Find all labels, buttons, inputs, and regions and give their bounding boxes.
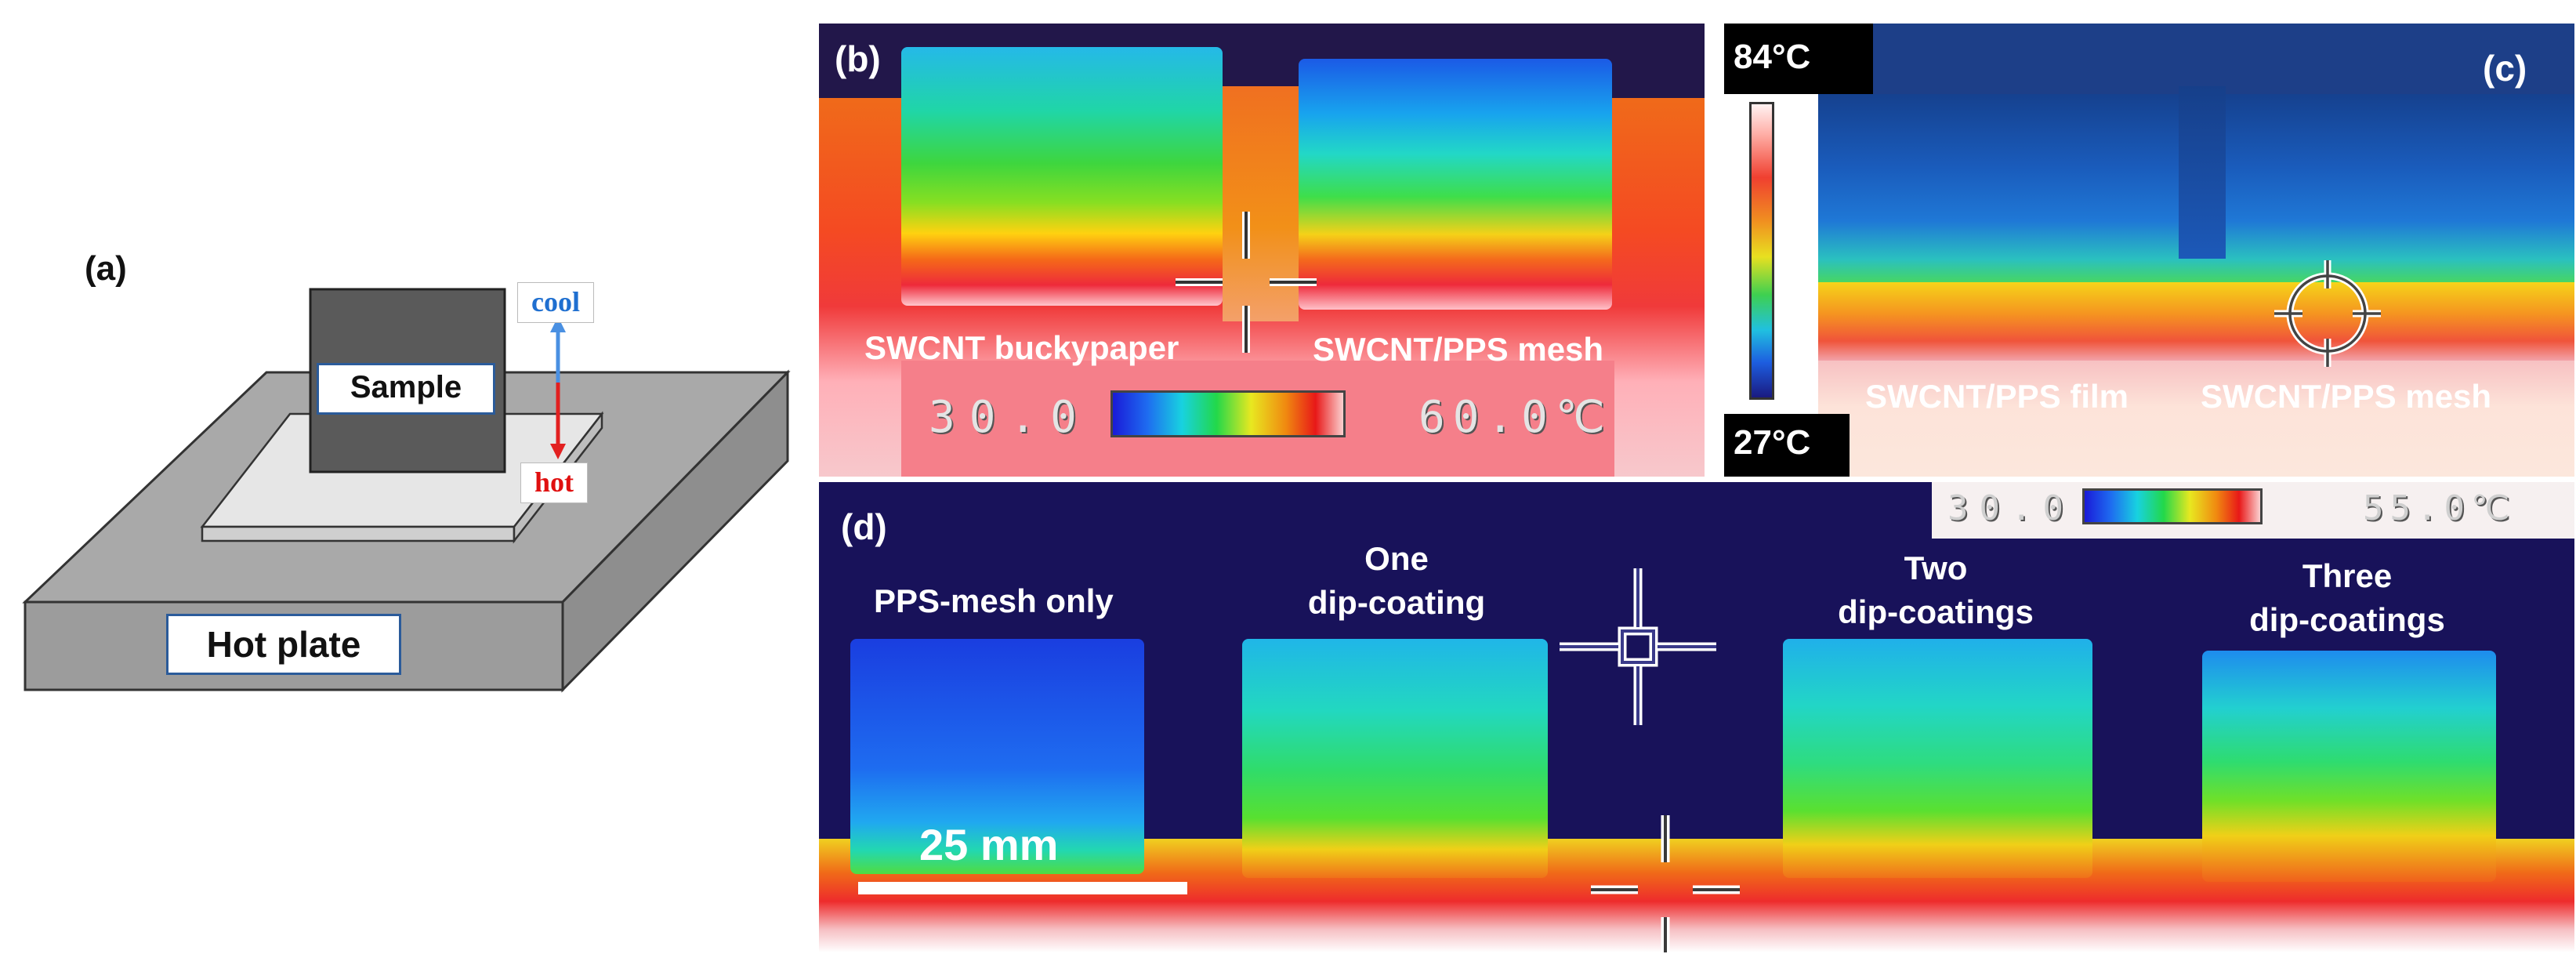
hot-plate-schematic bbox=[22, 288, 791, 693]
scale-bar-label: 25 mm bbox=[919, 820, 1059, 869]
hot-plate-label-box bbox=[166, 614, 401, 675]
panel-a-label: (a) bbox=[85, 249, 127, 288]
sample-pps-only bbox=[850, 639, 1144, 874]
panel-d-color-scale bbox=[2082, 488, 2263, 524]
hot-label-box bbox=[520, 462, 588, 503]
panel-b-color-scale bbox=[1110, 390, 1346, 437]
bottom-band bbox=[1818, 361, 2574, 477]
cool-label: cool bbox=[531, 286, 580, 317]
sample-three-dip bbox=[2202, 651, 2496, 882]
panel-a: (a) Sample Hot plate cool hot bbox=[0, 0, 815, 954]
hot-plate-side bbox=[561, 369, 789, 693]
temp-max-label: 84°C bbox=[1734, 38, 1811, 76]
temp-min-label: 27°C bbox=[1734, 423, 1811, 462]
panel-d: 30.0 55.0℃ (d) PPS-mesh only One dip-coa… bbox=[819, 482, 2574, 952]
sample-label-box bbox=[317, 363, 495, 415]
mesh-label: SWCNT/PPS mesh bbox=[1313, 331, 1604, 368]
panel-b-scale-min: 30.0 bbox=[929, 392, 1091, 443]
hot-plate-label: Hot plate bbox=[206, 624, 361, 665]
film-label: SWCNT/PPS film bbox=[1865, 378, 2129, 415]
label-three-dip: Three dip-coatings bbox=[2249, 557, 2445, 638]
panel-b-scale-max: 60.0℃ bbox=[1418, 392, 1613, 443]
sample-one-dip bbox=[1242, 639, 1548, 878]
hot-band bbox=[1818, 282, 2574, 361]
temp-max-box bbox=[1724, 24, 1873, 94]
label-one-dip: One dip-coating bbox=[1307, 540, 1486, 621]
crosshair-icon bbox=[1176, 212, 1317, 353]
buckypaper-sample bbox=[901, 47, 1223, 306]
panel-b-label: (b) bbox=[835, 38, 881, 79]
temp-scale-bar bbox=[1749, 102, 1774, 400]
mesh-sample bbox=[1299, 59, 1612, 310]
hot-label: hot bbox=[534, 466, 574, 498]
scale-bar bbox=[858, 882, 1187, 894]
panel-d-scale-min: 30.0 bbox=[1947, 488, 2074, 528]
label-two-dip: Two dip-coatings bbox=[1838, 550, 2034, 630]
panel-d-scale-max: 55.0℃ bbox=[2363, 488, 2516, 528]
panel-b: 30.0 60.0℃ (b) SWCNT buckypaper SWCNT/PP… bbox=[819, 24, 1705, 477]
panel-c-label: (c) bbox=[2483, 48, 2527, 89]
crosshair-icon-d-lower bbox=[1591, 815, 1740, 952]
label-pps-only: PPS-mesh only bbox=[874, 582, 1114, 619]
mesh-label-c: SWCNT/PPS mesh bbox=[2201, 378, 2492, 415]
sample-label: Sample bbox=[350, 370, 462, 404]
sample-two-dip bbox=[1783, 639, 2092, 878]
circle-crosshair-icon bbox=[2274, 260, 2381, 367]
panel-c: 84°C 27°C (c) SWCNT/PPS film SWCNT/PPS m… bbox=[1724, 24, 2574, 477]
buckypaper-label: SWCNT buckypaper bbox=[864, 329, 1179, 366]
sample-divider bbox=[2179, 86, 2226, 259]
crosshair-icon-d bbox=[1560, 568, 1716, 725]
substrate-front bbox=[201, 525, 516, 542]
panel-d-label: (d) bbox=[841, 506, 887, 547]
cool-label-box bbox=[517, 282, 594, 323]
temp-min-box bbox=[1724, 414, 1850, 477]
